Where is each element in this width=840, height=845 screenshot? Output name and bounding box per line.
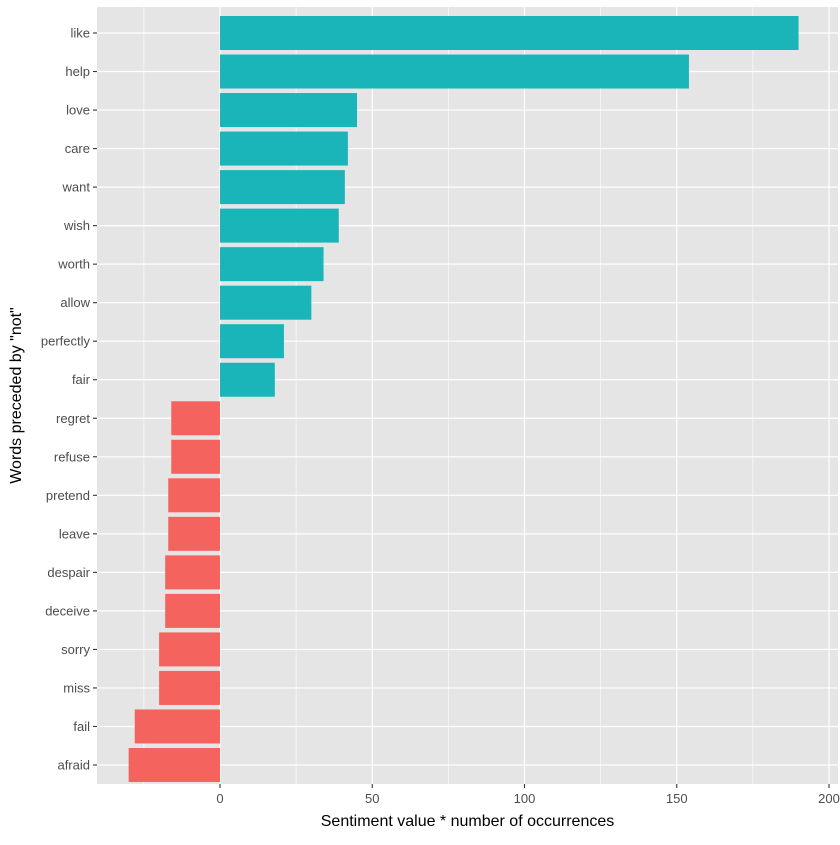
bar-miss <box>159 670 220 705</box>
bar-despair <box>165 555 220 590</box>
bar-deceive <box>165 593 220 628</box>
y-tick-label: love <box>66 103 90 118</box>
y-tick-label: perfectly <box>41 334 91 349</box>
y-tick-label: afraid <box>57 758 90 773</box>
bar-care <box>220 131 348 166</box>
y-axis-title: Words preceded by "not" <box>8 307 25 484</box>
y-tick-label: help <box>65 64 90 79</box>
bar-love <box>220 93 358 128</box>
bar-allow <box>220 285 312 320</box>
y-tick-label: sorry <box>61 642 90 657</box>
x-axis-ticks: 0 50 100 150 200 <box>216 784 840 806</box>
y-tick-label: despair <box>47 565 90 580</box>
y-tick-label: refuse <box>54 449 90 464</box>
x-tick-label: 100 <box>514 791 536 806</box>
y-tick-label: leave <box>59 526 90 541</box>
x-axis-title: Sentiment value * number of occurrences <box>321 813 614 830</box>
y-tick-label: worth <box>57 257 90 272</box>
bar-perfectly <box>220 324 284 359</box>
y-tick-label: pretend <box>46 488 90 503</box>
x-tick-label: 200 <box>818 791 840 806</box>
x-tick-label: 50 <box>365 791 379 806</box>
y-tick-label: wish <box>63 218 90 233</box>
y-tick-label: allow <box>60 295 90 310</box>
bar-wish <box>220 208 339 243</box>
x-tick-label: 0 <box>216 791 223 806</box>
bar-want <box>220 170 345 205</box>
bars <box>128 16 799 782</box>
bar-leave <box>168 516 220 551</box>
y-tick-label: want <box>62 180 91 195</box>
bar-regret <box>171 401 220 436</box>
bar-like <box>220 16 799 50</box>
plot-panel <box>97 7 838 784</box>
bar-fail <box>134 709 220 744</box>
bar-sorry <box>159 632 220 667</box>
x-tick-label: 150 <box>666 791 688 806</box>
bar-worth <box>220 247 324 282</box>
y-axis-ticks: like help love care want wish worth allow perfec… <box>41 26 97 773</box>
bar-afraid <box>128 748 220 782</box>
y-tick-label: regret <box>56 411 90 426</box>
y-tick-label: fail <box>73 719 90 734</box>
y-tick-label: fair <box>72 372 91 387</box>
bar-help <box>220 54 689 89</box>
bar-fair <box>220 362 275 397</box>
y-tick-label: miss <box>63 680 90 695</box>
y-tick-label: deceive <box>45 603 90 618</box>
bar-pretend <box>168 478 220 513</box>
y-tick-label: like <box>70 26 90 41</box>
y-tick-label: care <box>65 141 90 156</box>
bar-refuse <box>171 439 220 474</box>
